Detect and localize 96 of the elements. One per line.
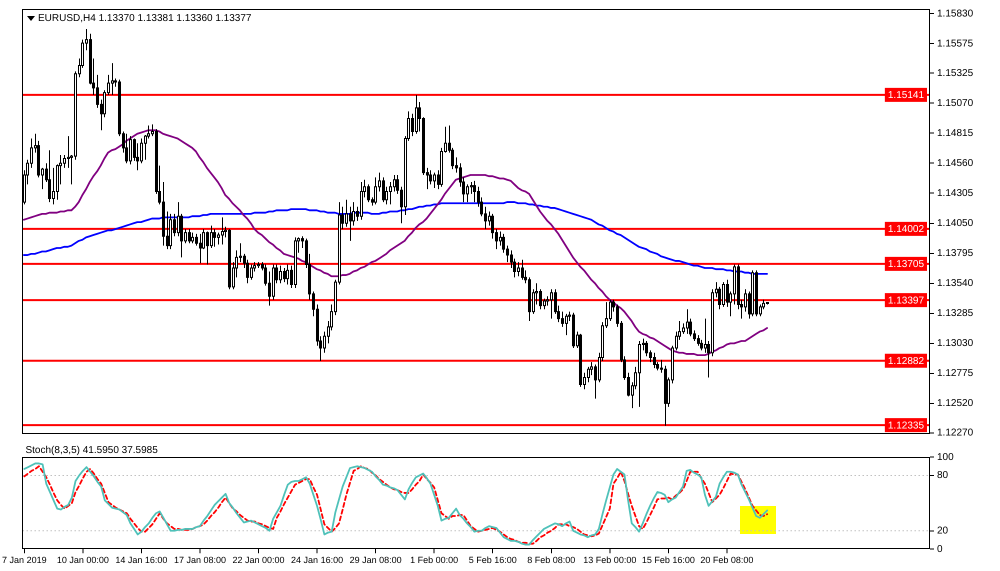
- candlestick: [652, 352, 656, 369]
- y-tick-label: 1.14815: [937, 128, 974, 139]
- candlestick: [490, 213, 494, 240]
- candlestick: [190, 232, 194, 244]
- candlestick: [212, 228, 216, 248]
- candlestick: [374, 176, 378, 205]
- candlestick: [744, 288, 748, 312]
- candlestick: [210, 225, 214, 248]
- candlestick: [220, 216, 224, 245]
- candlestick: [560, 311, 564, 328]
- candlestick: [344, 199, 348, 228]
- candlestick: [550, 288, 554, 320]
- candlestick: [392, 174, 396, 192]
- candlestick: [644, 340, 648, 357]
- candlestick: [520, 259, 524, 280]
- candlestick: [686, 308, 690, 334]
- ref-line-label: 1.12335: [888, 420, 924, 432]
- candlestick: [586, 366, 590, 383]
- candlestick: [128, 136, 132, 165]
- x-tick-label: 8 Feb 08:00: [527, 555, 576, 566]
- y-tick-label: 1.13285: [937, 308, 974, 320]
- candlestick: [278, 265, 282, 284]
- candlestick: [388, 182, 392, 205]
- candlestick: [282, 268, 286, 283]
- candlestick: [502, 233, 506, 254]
- candlestick: [140, 138, 144, 164]
- ref-line-label: 1.13397: [888, 295, 924, 306]
- candlestick: [718, 286, 722, 310]
- y-tick-label: 1.14305: [937, 188, 974, 199]
- y-tick-label: 1.12775: [937, 368, 974, 380]
- candlestick: [48, 150, 52, 203]
- y-tick-label: 1.15575: [937, 38, 974, 50]
- x-tick-label: 29 Jan 08:00: [350, 555, 402, 566]
- ref-line-label: 1.14002: [888, 224, 924, 236]
- y-tick-label: 1.15070: [937, 98, 974, 109]
- candlestick: [206, 231, 210, 265]
- candlestick: [198, 233, 202, 264]
- candlestick: [250, 264, 254, 280]
- candlestick: [136, 142, 140, 171]
- candlestick: [538, 288, 542, 310]
- ref-line-label: 1.13705: [888, 259, 924, 270]
- y-tick-label: 1.15830: [937, 8, 974, 20]
- x-tick-label: 24 Jan 16:00: [291, 555, 344, 566]
- y-tick-label: 1.13030: [937, 338, 974, 350]
- y-tick-label: 1.15325: [937, 68, 974, 79]
- candlestick: [466, 184, 470, 203]
- candlestick: [52, 167, 56, 205]
- candlestick: [414, 94, 418, 134]
- y-tick-label: 1.12270: [937, 428, 974, 439]
- candlestick: [700, 339, 704, 351]
- y-tick-label: 20: [937, 526, 949, 537]
- x-tick-label: 20 Feb 08:00: [700, 555, 754, 566]
- ref-line-label: 1.15141: [888, 90, 924, 102]
- candlestick: [704, 318, 708, 354]
- candlestick: [348, 206, 352, 242]
- x-tick-label: 14 Jan 16:00: [115, 555, 168, 566]
- y-tick-label: 100: [937, 452, 954, 463]
- x-tick-label: 10 Jan 00:00: [56, 555, 109, 566]
- y-tick-label: 80: [937, 470, 949, 482]
- x-tick-label: 22 Jan 00:00: [232, 555, 285, 566]
- x-tick-label: 5 Feb 16:00: [468, 555, 517, 566]
- candlestick: [124, 133, 128, 164]
- y-tick-label: 1.13540: [937, 278, 974, 290]
- chart-title: Stoch(8,3,5) 41.5950 37.5985: [25, 444, 158, 456]
- x-tick-label: 17 Jan 08:00: [174, 555, 226, 566]
- chart-title: EURUSD,H4 1.13370 1.13381 1.13360 1.13377: [38, 12, 252, 24]
- candlestick: [110, 62, 114, 96]
- candlestick: [682, 322, 686, 334]
- ref-line-label: 1.12882: [888, 356, 924, 368]
- candlestick: [366, 184, 370, 203]
- candlestick: [194, 233, 198, 246]
- candlestick: [546, 296, 550, 306]
- y-tick-label: 1.12520: [937, 398, 974, 410]
- y-tick-label: 1.14050: [937, 218, 974, 230]
- candlestick: [428, 170, 432, 185]
- candlestick: [722, 282, 726, 308]
- y-tick-label: 1.14560: [937, 158, 974, 169]
- candlestick: [564, 313, 568, 336]
- candlestick: [470, 182, 474, 194]
- x-tick-label: 15 Feb 16:00: [642, 555, 695, 566]
- candlestick: [516, 262, 520, 277]
- candlestick: [286, 264, 290, 285]
- candlestick: [268, 271, 272, 306]
- candlestick: [696, 334, 700, 346]
- candlestick: [62, 154, 66, 168]
- y-tick-label: 1.13795: [937, 248, 974, 260]
- candlestick: [472, 180, 476, 203]
- candlestick: [188, 228, 192, 244]
- x-tick-label: 13 Feb 00:00: [583, 555, 636, 566]
- candlestick: [382, 176, 386, 203]
- candlestick: [216, 232, 220, 245]
- candlestick: [432, 172, 436, 188]
- x-tick-label: 7 Jan 2019: [2, 555, 47, 566]
- x-tick-label: 1 Feb 00:00: [410, 555, 458, 566]
- candlestick: [498, 231, 502, 246]
- y-tick-label: 0: [937, 544, 943, 555]
